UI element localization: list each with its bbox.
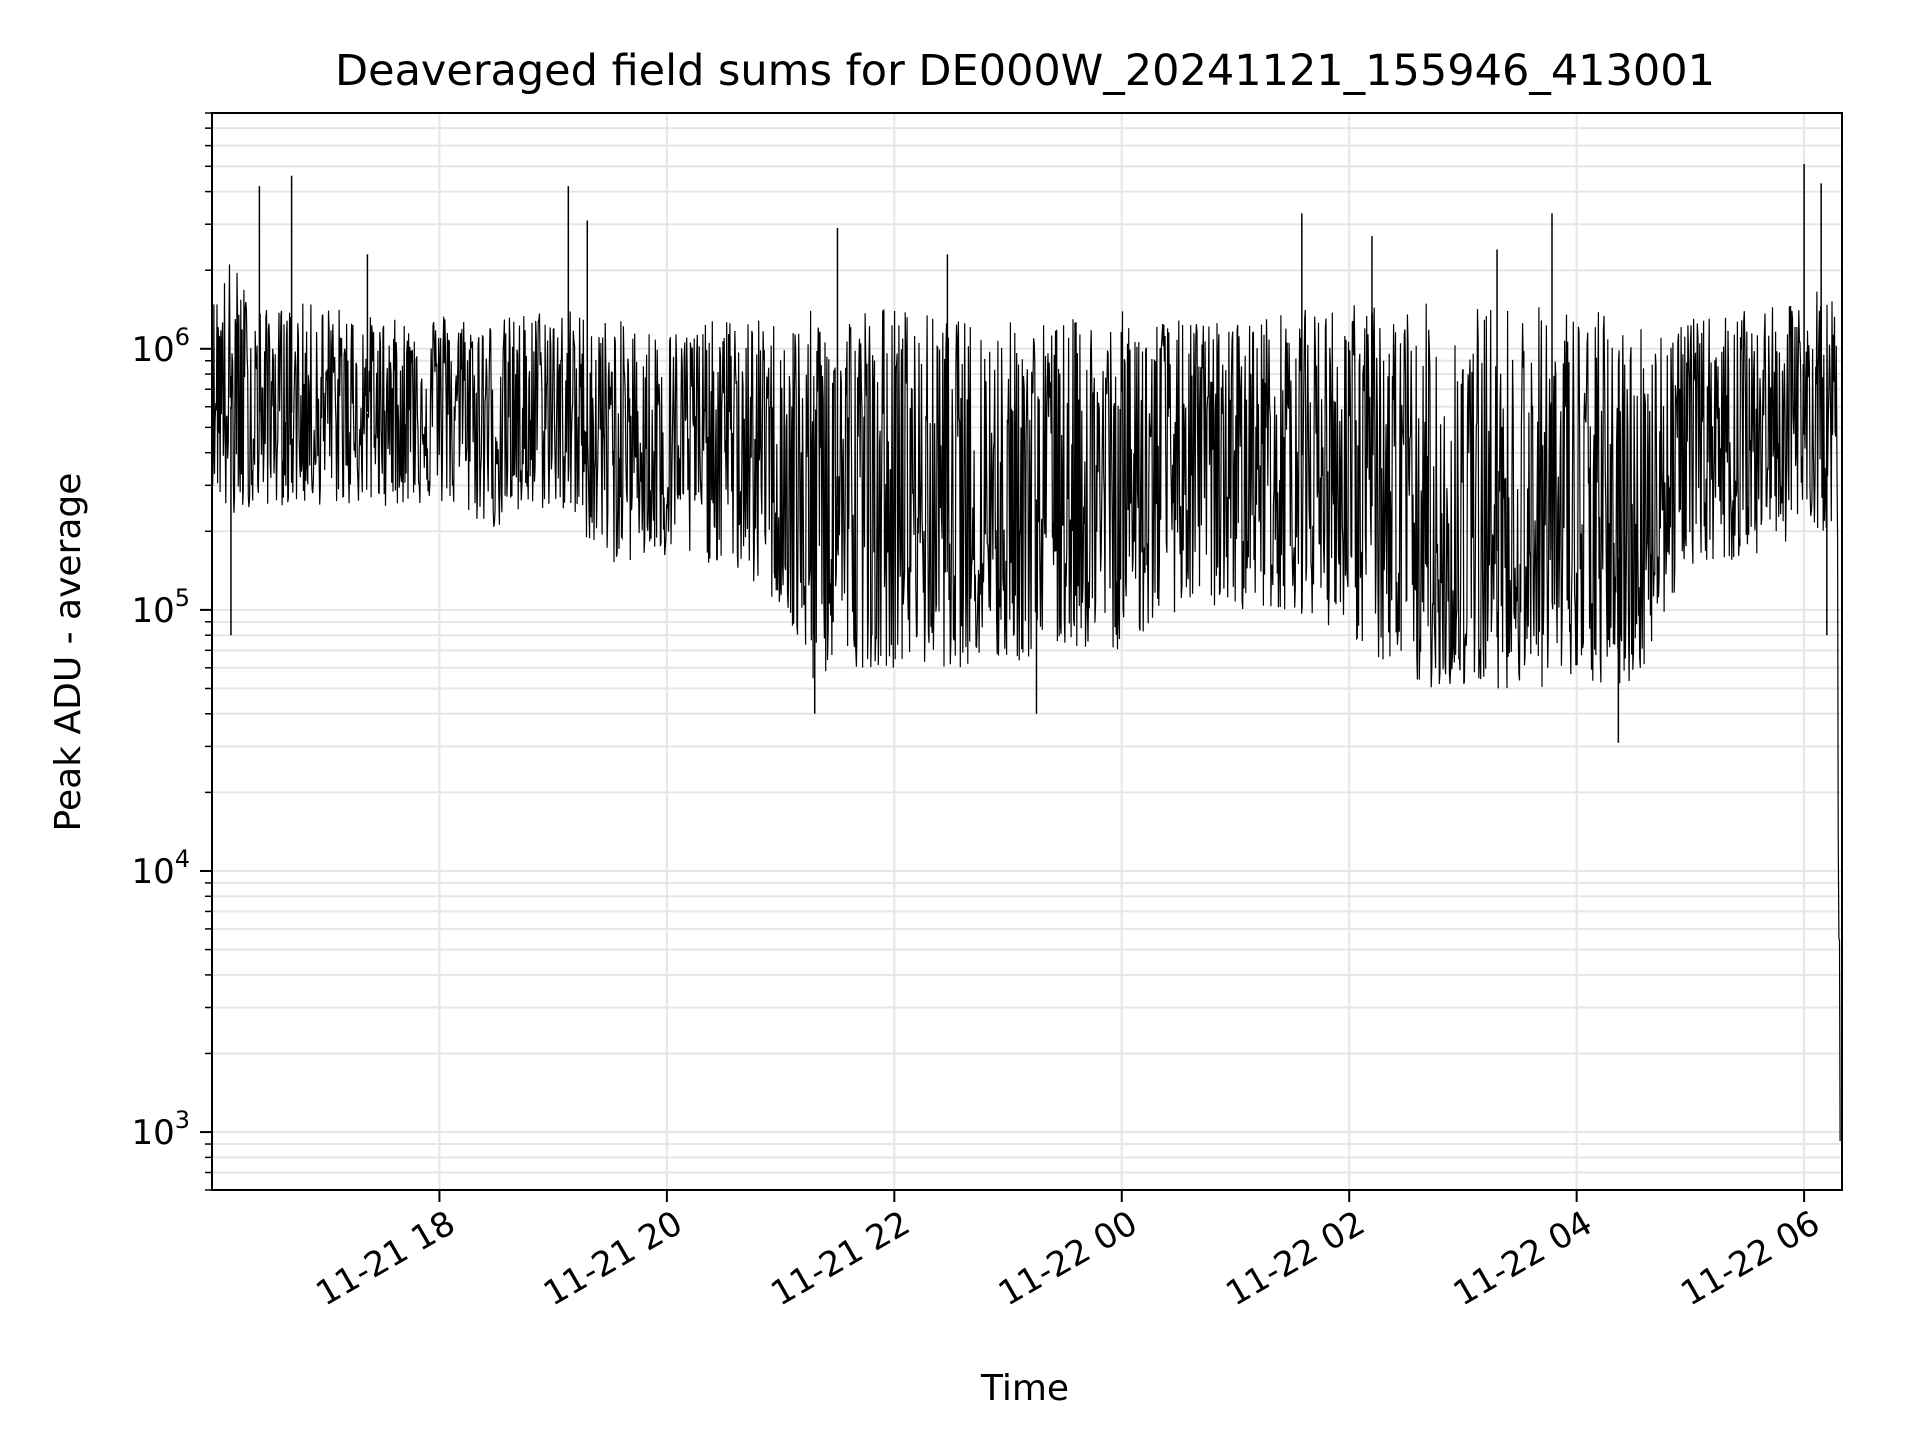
- x-tick-label: 11-21 20: [537, 1203, 689, 1314]
- y-axis-label: Peak ADU - average: [48, 473, 89, 832]
- x-axis-label: Time: [980, 1368, 1069, 1409]
- grid: [212, 112, 1842, 1191]
- y-axis: 103 104 105 106: [131, 112, 212, 1191]
- x-tick-label: 11-22 06: [1674, 1203, 1826, 1314]
- chart-title: Deaveraged field sums for DE000W_2024112…: [335, 46, 1715, 96]
- y-tick-label: 103: [131, 1106, 190, 1153]
- y-tick-label: 105: [131, 584, 190, 631]
- x-tick-label: 11-21 22: [764, 1203, 916, 1314]
- x-tick-label: 11-22 02: [1219, 1203, 1371, 1314]
- x-tick-label: 11-22 04: [1447, 1203, 1599, 1314]
- y-tick-label: 106: [131, 323, 190, 370]
- x-axis: 11-21 18 11-21 20 11-21 22 11-22 00 11-22 02…: [310, 1190, 1827, 1314]
- plot-frame: [211, 112, 1843, 1191]
- x-tick-label: 11-21 18: [310, 1203, 462, 1314]
- x-tick-label: 11-22 00: [992, 1203, 1144, 1314]
- y-tick-label: 104: [131, 845, 190, 892]
- data-series: [211, 164, 1841, 1142]
- data-line: [211, 264, 1841, 1142]
